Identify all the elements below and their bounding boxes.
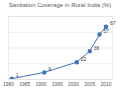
svg-text:57: 57 — [104, 28, 110, 34]
svg-text:67: 67 — [110, 20, 116, 26]
svg-text:2000: 2000 — [68, 81, 79, 87]
svg-text:1: 1 — [16, 72, 19, 78]
svg-text:2010: 2010 — [100, 81, 111, 87]
svg-text:1995: 1995 — [52, 81, 63, 87]
svg-text:2005: 2005 — [84, 81, 95, 87]
svg-text:1990: 1990 — [35, 81, 46, 87]
svg-text:9: 9 — [48, 66, 51, 72]
svg-text:1985: 1985 — [19, 81, 30, 87]
svg-text:22: 22 — [81, 56, 87, 62]
svg-text:36: 36 — [94, 45, 100, 51]
svg-text:1980: 1980 — [3, 81, 14, 87]
html-text:Sanitation Coverage in Rural I: Sanitation Coverage in Rural India (%) — [8, 2, 112, 8]
